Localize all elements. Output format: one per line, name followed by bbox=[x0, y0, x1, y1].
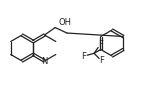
Text: F: F bbox=[81, 52, 86, 61]
Text: F: F bbox=[98, 40, 103, 49]
Text: OH: OH bbox=[58, 18, 72, 27]
Text: N: N bbox=[41, 57, 48, 66]
Text: F: F bbox=[99, 56, 104, 65]
